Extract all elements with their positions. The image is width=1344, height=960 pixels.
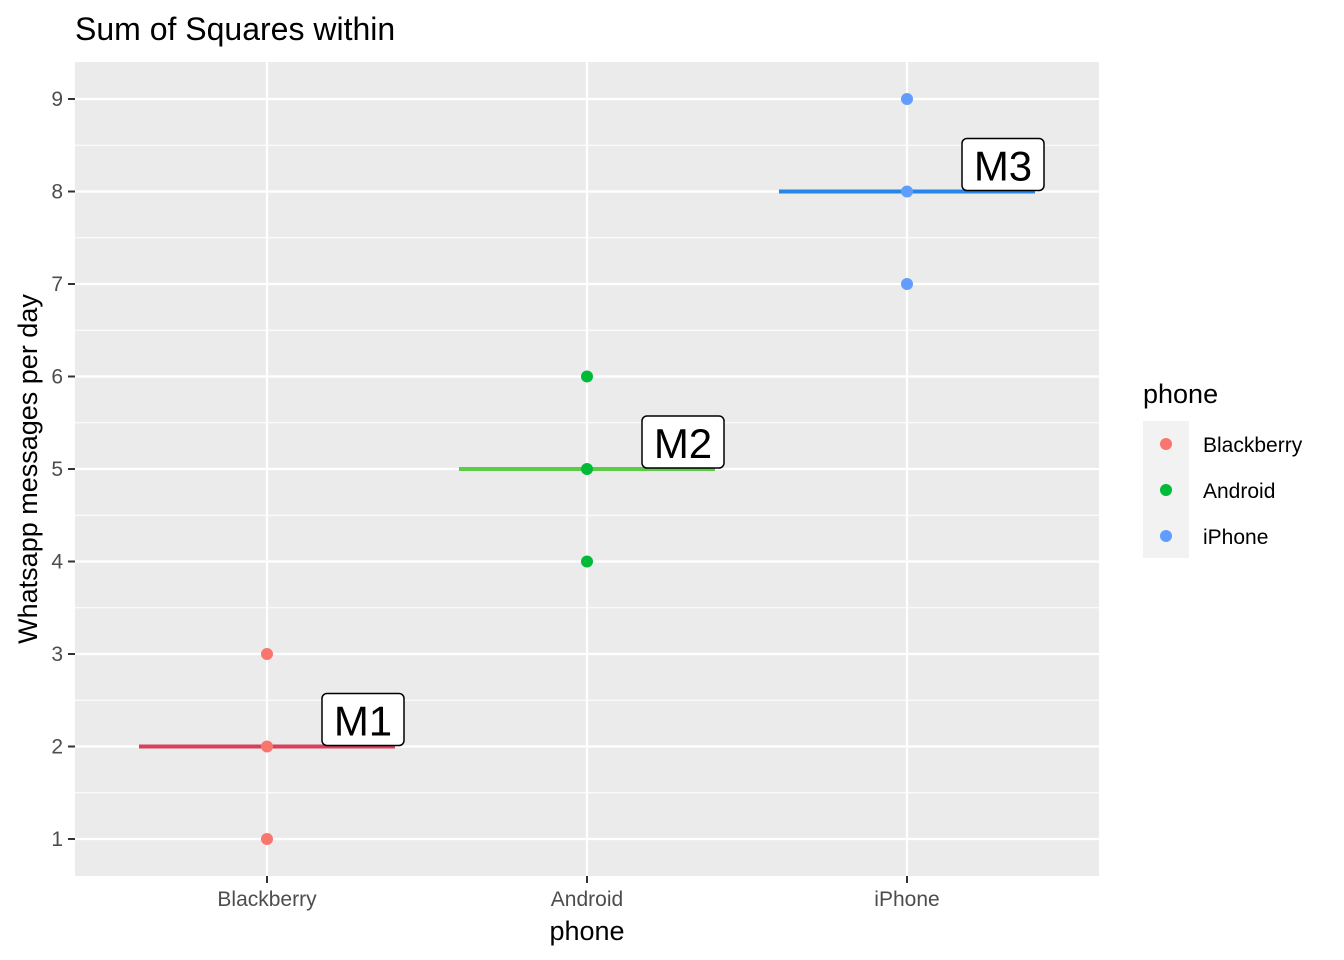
legend-label: Android — [1203, 480, 1275, 503]
x-tick-label: Android — [551, 888, 623, 911]
y-tick-label: 4 — [51, 551, 63, 574]
y-tick-label: 9 — [51, 88, 63, 111]
chart-title: Sum of Squares within — [75, 11, 395, 47]
y-tick-label: 3 — [51, 643, 63, 666]
legend-label: iPhone — [1203, 526, 1268, 549]
y-tick-label: 1 — [51, 828, 63, 851]
mean-label-box — [321, 692, 405, 747]
x-tick-label: iPhone — [874, 888, 939, 911]
data-point — [581, 370, 593, 383]
data-point — [581, 555, 593, 568]
mean-label: M2 — [641, 415, 725, 469]
y-axis: 1 2 3 4 5 6 7 8 9 — [51, 88, 75, 851]
y-tick-label: 7 — [51, 273, 63, 296]
data-point — [581, 463, 593, 475]
mean-label-box — [641, 415, 725, 469]
mean-label: M1 — [321, 692, 405, 747]
legend-key — [1160, 484, 1172, 496]
legend-title: phone — [1143, 379, 1218, 409]
y-tick-label: 5 — [51, 458, 63, 481]
x-axis-title: phone — [549, 916, 624, 946]
legend-key — [1160, 530, 1172, 542]
data-point — [901, 93, 913, 105]
mean-label-text: M2 — [654, 420, 712, 467]
x-tick-label: Blackberry — [217, 888, 317, 911]
data-point — [901, 185, 913, 198]
legend-key — [1160, 438, 1172, 450]
y-tick-label: 2 — [51, 736, 63, 759]
data-point — [261, 833, 273, 845]
mean-label-box — [961, 137, 1045, 192]
mean-label: M3 — [961, 137, 1045, 192]
y-tick-label: 8 — [51, 181, 63, 204]
mean-label-text: M3 — [974, 143, 1032, 190]
x-axis: Blackberry Android iPhone — [217, 876, 940, 911]
mean-label-text: M1 — [334, 698, 392, 745]
data-point — [261, 648, 273, 660]
legend-label: Blackberry — [1203, 434, 1303, 457]
mean-labels: M1 M2 M3 — [321, 137, 1045, 747]
data-point — [261, 740, 273, 753]
legend: phone Blackberry Android iPhone — [1143, 379, 1303, 558]
data-points — [261, 93, 913, 845]
y-axis-title: Whatsapp messages per day — [13, 294, 43, 644]
y-tick-label: 6 — [51, 366, 63, 389]
data-point — [901, 278, 913, 290]
